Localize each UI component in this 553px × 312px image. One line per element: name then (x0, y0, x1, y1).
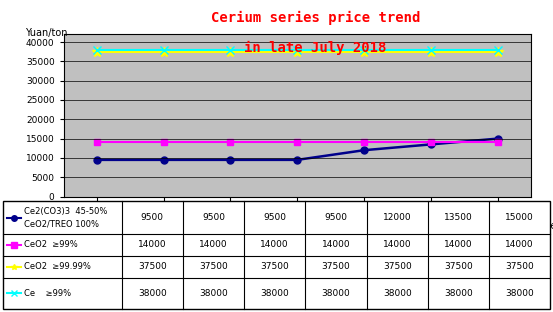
Text: 14000: 14000 (260, 241, 289, 249)
Text: 14000: 14000 (383, 241, 411, 249)
Text: 13500: 13500 (444, 213, 473, 222)
Text: 38000: 38000 (444, 289, 473, 298)
Text: 38000: 38000 (138, 289, 166, 298)
Text: 38000: 38000 (199, 289, 228, 298)
Text: 12000: 12000 (383, 213, 411, 222)
Text: 37500: 37500 (444, 262, 473, 271)
Text: 9500: 9500 (141, 213, 164, 222)
Text: 14000: 14000 (199, 241, 228, 249)
Text: CeO2  ≥99.99%: CeO2 ≥99.99% (24, 262, 91, 271)
Text: CeO2  ≥99%: CeO2 ≥99% (24, 241, 77, 249)
Text: 14000: 14000 (505, 241, 534, 249)
Text: Date: Date (533, 221, 553, 231)
Text: in late July 2018: in late July 2018 (244, 41, 387, 55)
Text: 37500: 37500 (260, 262, 289, 271)
Text: 37500: 37500 (138, 262, 166, 271)
Text: 37500: 37500 (505, 262, 534, 271)
Text: CeO2/TREO 100%: CeO2/TREO 100% (24, 219, 99, 228)
Text: Yuan/ton: Yuan/ton (25, 28, 67, 38)
Text: 38000: 38000 (383, 289, 411, 298)
Text: 9500: 9500 (263, 213, 286, 222)
Text: 37500: 37500 (199, 262, 228, 271)
Text: 14000: 14000 (322, 241, 350, 249)
Text: Cerium series price trend: Cerium series price trend (211, 11, 420, 25)
Text: 38000: 38000 (505, 289, 534, 298)
Text: 9500: 9500 (325, 213, 347, 222)
Text: 37500: 37500 (322, 262, 350, 271)
Text: 38000: 38000 (260, 289, 289, 298)
Text: 14000: 14000 (138, 241, 166, 249)
Text: 15000: 15000 (505, 213, 534, 222)
Text: Ce2(CO3)3  45-50%: Ce2(CO3)3 45-50% (24, 207, 107, 216)
Text: 9500: 9500 (202, 213, 225, 222)
Text: 37500: 37500 (383, 262, 411, 271)
Text: 38000: 38000 (322, 289, 350, 298)
Text: Ce    ≥99%: Ce ≥99% (24, 289, 71, 298)
Text: 14000: 14000 (444, 241, 473, 249)
